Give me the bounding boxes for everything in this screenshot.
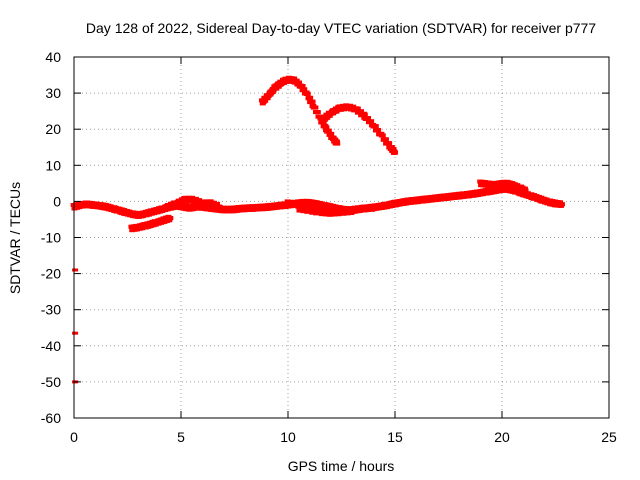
x-tick-label: 0 — [70, 429, 78, 445]
x-tick-label: 20 — [494, 429, 510, 445]
data-point — [354, 106, 361, 111]
data-point — [368, 119, 375, 124]
data-point — [333, 139, 340, 144]
data-point — [382, 137, 389, 142]
y-tick-label: 0 — [53, 193, 61, 209]
data-point — [189, 195, 196, 200]
data-point — [390, 146, 397, 151]
data-point — [325, 208, 332, 213]
data-point — [301, 87, 308, 92]
y-tick-label: -40 — [41, 338, 61, 354]
data-point — [323, 125, 330, 130]
plot-data-points — [70, 75, 565, 384]
data-point — [522, 188, 529, 193]
data-point — [167, 216, 174, 221]
series-branch-4-7 — [164, 195, 223, 211]
x-tick-label: 15 — [387, 429, 403, 445]
data-point — [386, 141, 393, 146]
y-tick-label: 20 — [45, 121, 61, 137]
data-point — [312, 105, 319, 110]
data-point — [328, 131, 335, 136]
data-point — [303, 206, 310, 211]
x-tick-label: 25 — [601, 429, 617, 445]
data-point — [349, 209, 356, 214]
data-point — [296, 80, 303, 85]
data-point — [314, 202, 321, 207]
y-tick-label: -30 — [41, 302, 61, 318]
y-tick-label: 30 — [45, 85, 61, 101]
data-point — [72, 331, 79, 335]
y-tick-label: -50 — [41, 374, 61, 390]
data-point — [319, 203, 326, 208]
data-point — [334, 141, 341, 146]
data-point — [350, 104, 357, 109]
y-tick-label: -60 — [41, 410, 61, 426]
series-branch-lower-10-13 — [295, 204, 356, 217]
data-point — [361, 112, 368, 117]
data-point — [514, 183, 521, 188]
data-point — [288, 199, 295, 204]
data-point — [558, 202, 565, 207]
data-point — [214, 201, 221, 206]
y-axis-label: SDTVAR / TECUs — [7, 182, 23, 294]
series-arc-1 — [258, 75, 341, 146]
data-point — [192, 196, 199, 201]
data-point — [309, 99, 316, 104]
data-point — [284, 199, 291, 204]
data-point — [299, 205, 306, 210]
data-point — [292, 200, 299, 205]
data-point — [347, 103, 354, 108]
axis-ticks: -60 -50 -40 -30 -20 -10 0 10 20 30 40 0 5 10 15 20 25 — [41, 49, 617, 445]
x-tick-label: 10 — [280, 429, 296, 445]
y-tick-label: -20 — [41, 266, 61, 282]
x-tick-label: 5 — [177, 429, 185, 445]
data-point — [299, 84, 306, 89]
data-point — [379, 133, 386, 138]
data-point — [307, 95, 314, 100]
data-point — [375, 127, 382, 132]
data-point — [216, 204, 223, 209]
data-point — [372, 124, 379, 129]
series-branch-19-21 — [477, 179, 529, 194]
data-point — [207, 199, 214, 204]
data-point — [370, 205, 377, 210]
y-tick-label: 40 — [45, 49, 61, 65]
data-point — [72, 268, 79, 272]
data-point — [314, 110, 321, 115]
series-arc-2 — [321, 103, 398, 155]
data-point — [364, 115, 371, 120]
data-point — [196, 198, 203, 203]
y-tick-label: 10 — [45, 157, 61, 173]
data-point — [325, 128, 332, 133]
grid — [74, 57, 609, 418]
data-point — [323, 204, 330, 209]
series-lower-segment — [128, 214, 174, 233]
data-point — [320, 119, 327, 124]
data-point — [521, 186, 528, 191]
data-point — [295, 204, 302, 209]
x-axis-label: GPS time / hours — [288, 458, 395, 474]
data-point — [358, 109, 364, 114]
data-point — [304, 91, 311, 96]
chart-title: Day 128 of 2022, Sidereal Day-to-day VTE… — [86, 20, 596, 36]
y-tick-label: -10 — [41, 230, 61, 246]
data-point — [392, 150, 398, 155]
